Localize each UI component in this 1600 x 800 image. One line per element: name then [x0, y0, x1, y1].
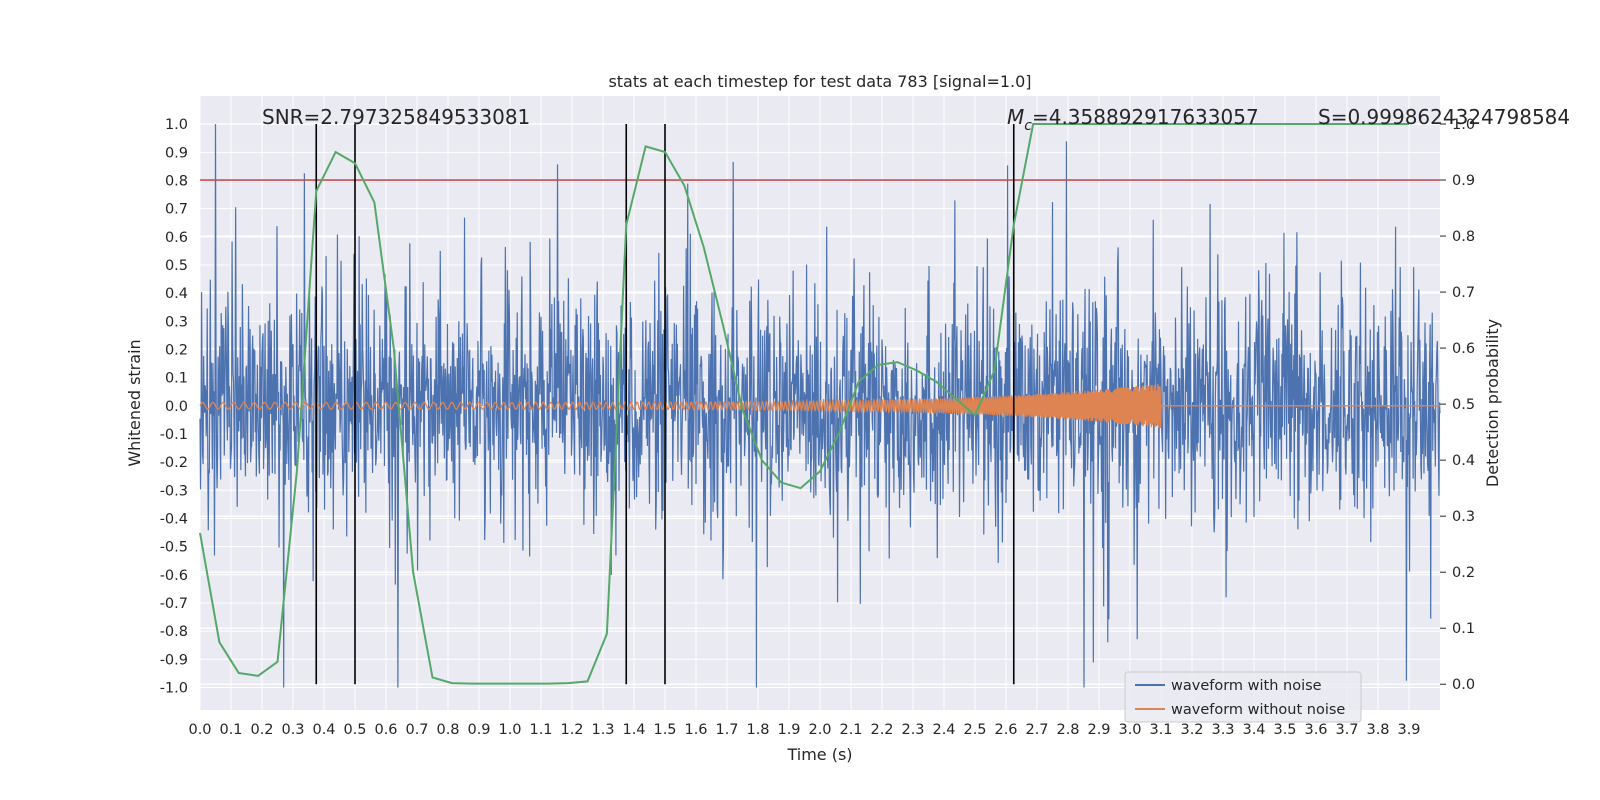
- y-tick-label-left: -0.2: [160, 455, 188, 471]
- y-tick-label-left: -0.5: [160, 540, 188, 556]
- x-tick-label: 2.7: [1025, 722, 1048, 738]
- x-tick-label: 1.1: [529, 722, 552, 738]
- x-tick-label: 0.7: [405, 722, 428, 738]
- legend-box: [1124, 671, 1362, 723]
- plot-area: [199, 123, 1441, 688]
- chirp-mass-annotation: Mc=4.358892917633057: [1007, 105, 1259, 134]
- y-tick-label-left: 0.2: [165, 342, 188, 358]
- x-tick-label: 2.8: [1056, 722, 1079, 738]
- y-tick-label-left: -0.3: [160, 483, 188, 499]
- significance-annotation: S=0.9998624324798584: [1318, 105, 1570, 129]
- y-tick-label-left: -0.7: [160, 596, 188, 612]
- y-tick-label-left: 0.1: [165, 371, 188, 387]
- x-tick-label: 1.2: [560, 722, 583, 738]
- series-detection-probability: [199, 123, 1409, 685]
- y-ticks-right: 1.0 0.9 0.8 0.7 0.6 0.5 0.4 0.3 0.2 0.1 0.0: [1440, 117, 1475, 693]
- snr-annotation: SNR=2.797325849533081: [262, 105, 530, 129]
- y-tick-label-left: 1.0: [165, 117, 188, 133]
- x-tick-label: 2.2: [870, 722, 893, 738]
- y-axis-label-left: Whitened strain: [125, 339, 144, 466]
- x-tick-label: 1.8: [746, 722, 769, 738]
- x-tick-label: 1.5: [653, 722, 676, 738]
- x-tick-label: 1.4: [622, 722, 645, 738]
- x-tick-label: 3.1: [1149, 722, 1172, 738]
- y-tick-label-left: 0.3: [165, 314, 188, 330]
- x-tick-label: 3.4: [1242, 722, 1265, 738]
- x-tick-label: 0.1: [219, 722, 242, 738]
- x-tick-label: 2.6: [994, 722, 1017, 738]
- y-tick-label-left: -1.0: [160, 680, 188, 696]
- series-waveform-with-noise: [199, 124, 1441, 688]
- y-tick-label-left: 0.0: [165, 399, 188, 415]
- x-tick-label: 1.6: [684, 722, 707, 738]
- x-tick-label: 0.9: [467, 722, 490, 738]
- y-tick-label-right: 0.6: [1452, 341, 1475, 357]
- chirp-mass-value: =4.358892917633057: [1032, 105, 1259, 129]
- x-tick-label: 2.4: [932, 722, 955, 738]
- chirp-mass-symbol: M: [1007, 105, 1024, 129]
- legend: waveform with noise waveform without noi…: [1124, 671, 1362, 723]
- x-tick-label: 0.0: [188, 722, 211, 738]
- legend-label-noise: waveform with noise: [1171, 678, 1322, 694]
- x-tick-label: 0.2: [250, 722, 273, 738]
- x-tick-label: 2.1: [839, 722, 862, 738]
- y-tick-label-left: 0.6: [165, 230, 188, 246]
- x-tick-label: 3.5: [1273, 722, 1296, 738]
- y-tick-label-right: 1.0: [1452, 117, 1475, 133]
- x-tick-label: 3.6: [1304, 722, 1327, 738]
- y-tick-label-left: 0.5: [165, 258, 188, 274]
- y-tick-label-right: 0.9: [1452, 173, 1475, 189]
- y-tick-label-right: 0.3: [1452, 509, 1475, 525]
- y-tick-label-left: 0.7: [165, 202, 188, 218]
- x-tick-label: 3.3: [1211, 722, 1234, 738]
- series-waveform-without-noise: [199, 383, 1440, 428]
- y-tick-label-right: 0.5: [1452, 397, 1475, 413]
- legend-label-clean: waveform without noise: [1171, 702, 1345, 718]
- y-tick-label-right: 0.2: [1452, 565, 1475, 581]
- x-ticks: 0.0 0.1 0.2 0.3 0.4 0.5 0.6 0.7 0.8 0.9 1.0 1.1 1.2 1…: [188, 722, 1420, 738]
- y-tick-label-left: -0.1: [160, 427, 188, 443]
- x-tick-label: 1.3: [591, 722, 614, 738]
- x-tick-label: 3.0: [1118, 722, 1141, 738]
- y-axis-label-right: Detection probability: [1483, 319, 1502, 487]
- x-tick-label: 0.4: [312, 722, 335, 738]
- y-tick-label-left: -0.4: [160, 511, 188, 527]
- y-ticks-left: 1.0 0.9 0.8 0.7 0.6 0.5 0.4 0.3 0.2 0.1 0.0 -0.1 -0.…: [160, 117, 188, 696]
- y-tick-label-left: 0.8: [165, 173, 188, 189]
- chart-title: stats at each timestep for test data 783…: [608, 72, 1031, 91]
- x-tick-label: 2.5: [963, 722, 986, 738]
- x-tick-label: 3.7: [1335, 722, 1358, 738]
- x-tick-label: 0.6: [374, 722, 397, 738]
- x-tick-label: 1.7: [715, 722, 738, 738]
- x-tick-label: 0.5: [343, 722, 366, 738]
- y-tick-label-right: 0.7: [1452, 285, 1475, 301]
- x-tick-label: 3.9: [1397, 722, 1420, 738]
- y-tick-label-left: -0.9: [160, 652, 188, 668]
- y-tick-label-right: 0.8: [1452, 229, 1475, 245]
- y-tick-label-left: -0.8: [160, 624, 188, 640]
- x-tick-label: 2.0: [808, 722, 831, 738]
- x-tick-label: 0.3: [281, 722, 304, 738]
- chirp-mass-subscript: c: [1024, 118, 1032, 134]
- x-axis-label: Time (s): [786, 745, 852, 764]
- x-tick-label: 0.8: [436, 722, 459, 738]
- y-tick-label-right: 0.4: [1452, 453, 1475, 469]
- y-tick-label-left: 0.4: [165, 286, 188, 302]
- x-tick-label: 3.8: [1366, 722, 1389, 738]
- x-tick-label: 2.9: [1087, 722, 1110, 738]
- y-tick-label-left: 0.9: [165, 145, 188, 161]
- x-tick-label: 1.0: [498, 722, 521, 738]
- x-tick-label: 3.2: [1180, 722, 1203, 738]
- y-tick-label-right: 0.1: [1452, 621, 1475, 637]
- y-tick-label-right: 0.0: [1452, 677, 1475, 693]
- y-tick-label-left: -0.6: [160, 568, 188, 584]
- x-tick-label: 1.9: [777, 722, 800, 738]
- x-tick-label: 2.3: [901, 722, 924, 738]
